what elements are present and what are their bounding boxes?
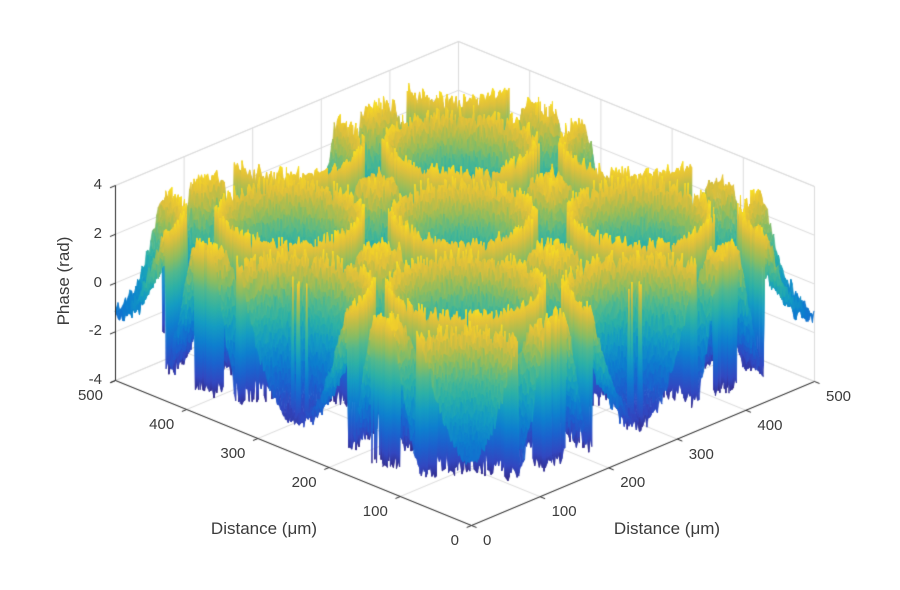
surface-plot-canvas <box>0 0 900 590</box>
matlab-3d-phase-figure: 0 100 200 300 400 500 0 100 200 300 400 500 -4 -2 0 2 4 … <box>0 0 900 590</box>
